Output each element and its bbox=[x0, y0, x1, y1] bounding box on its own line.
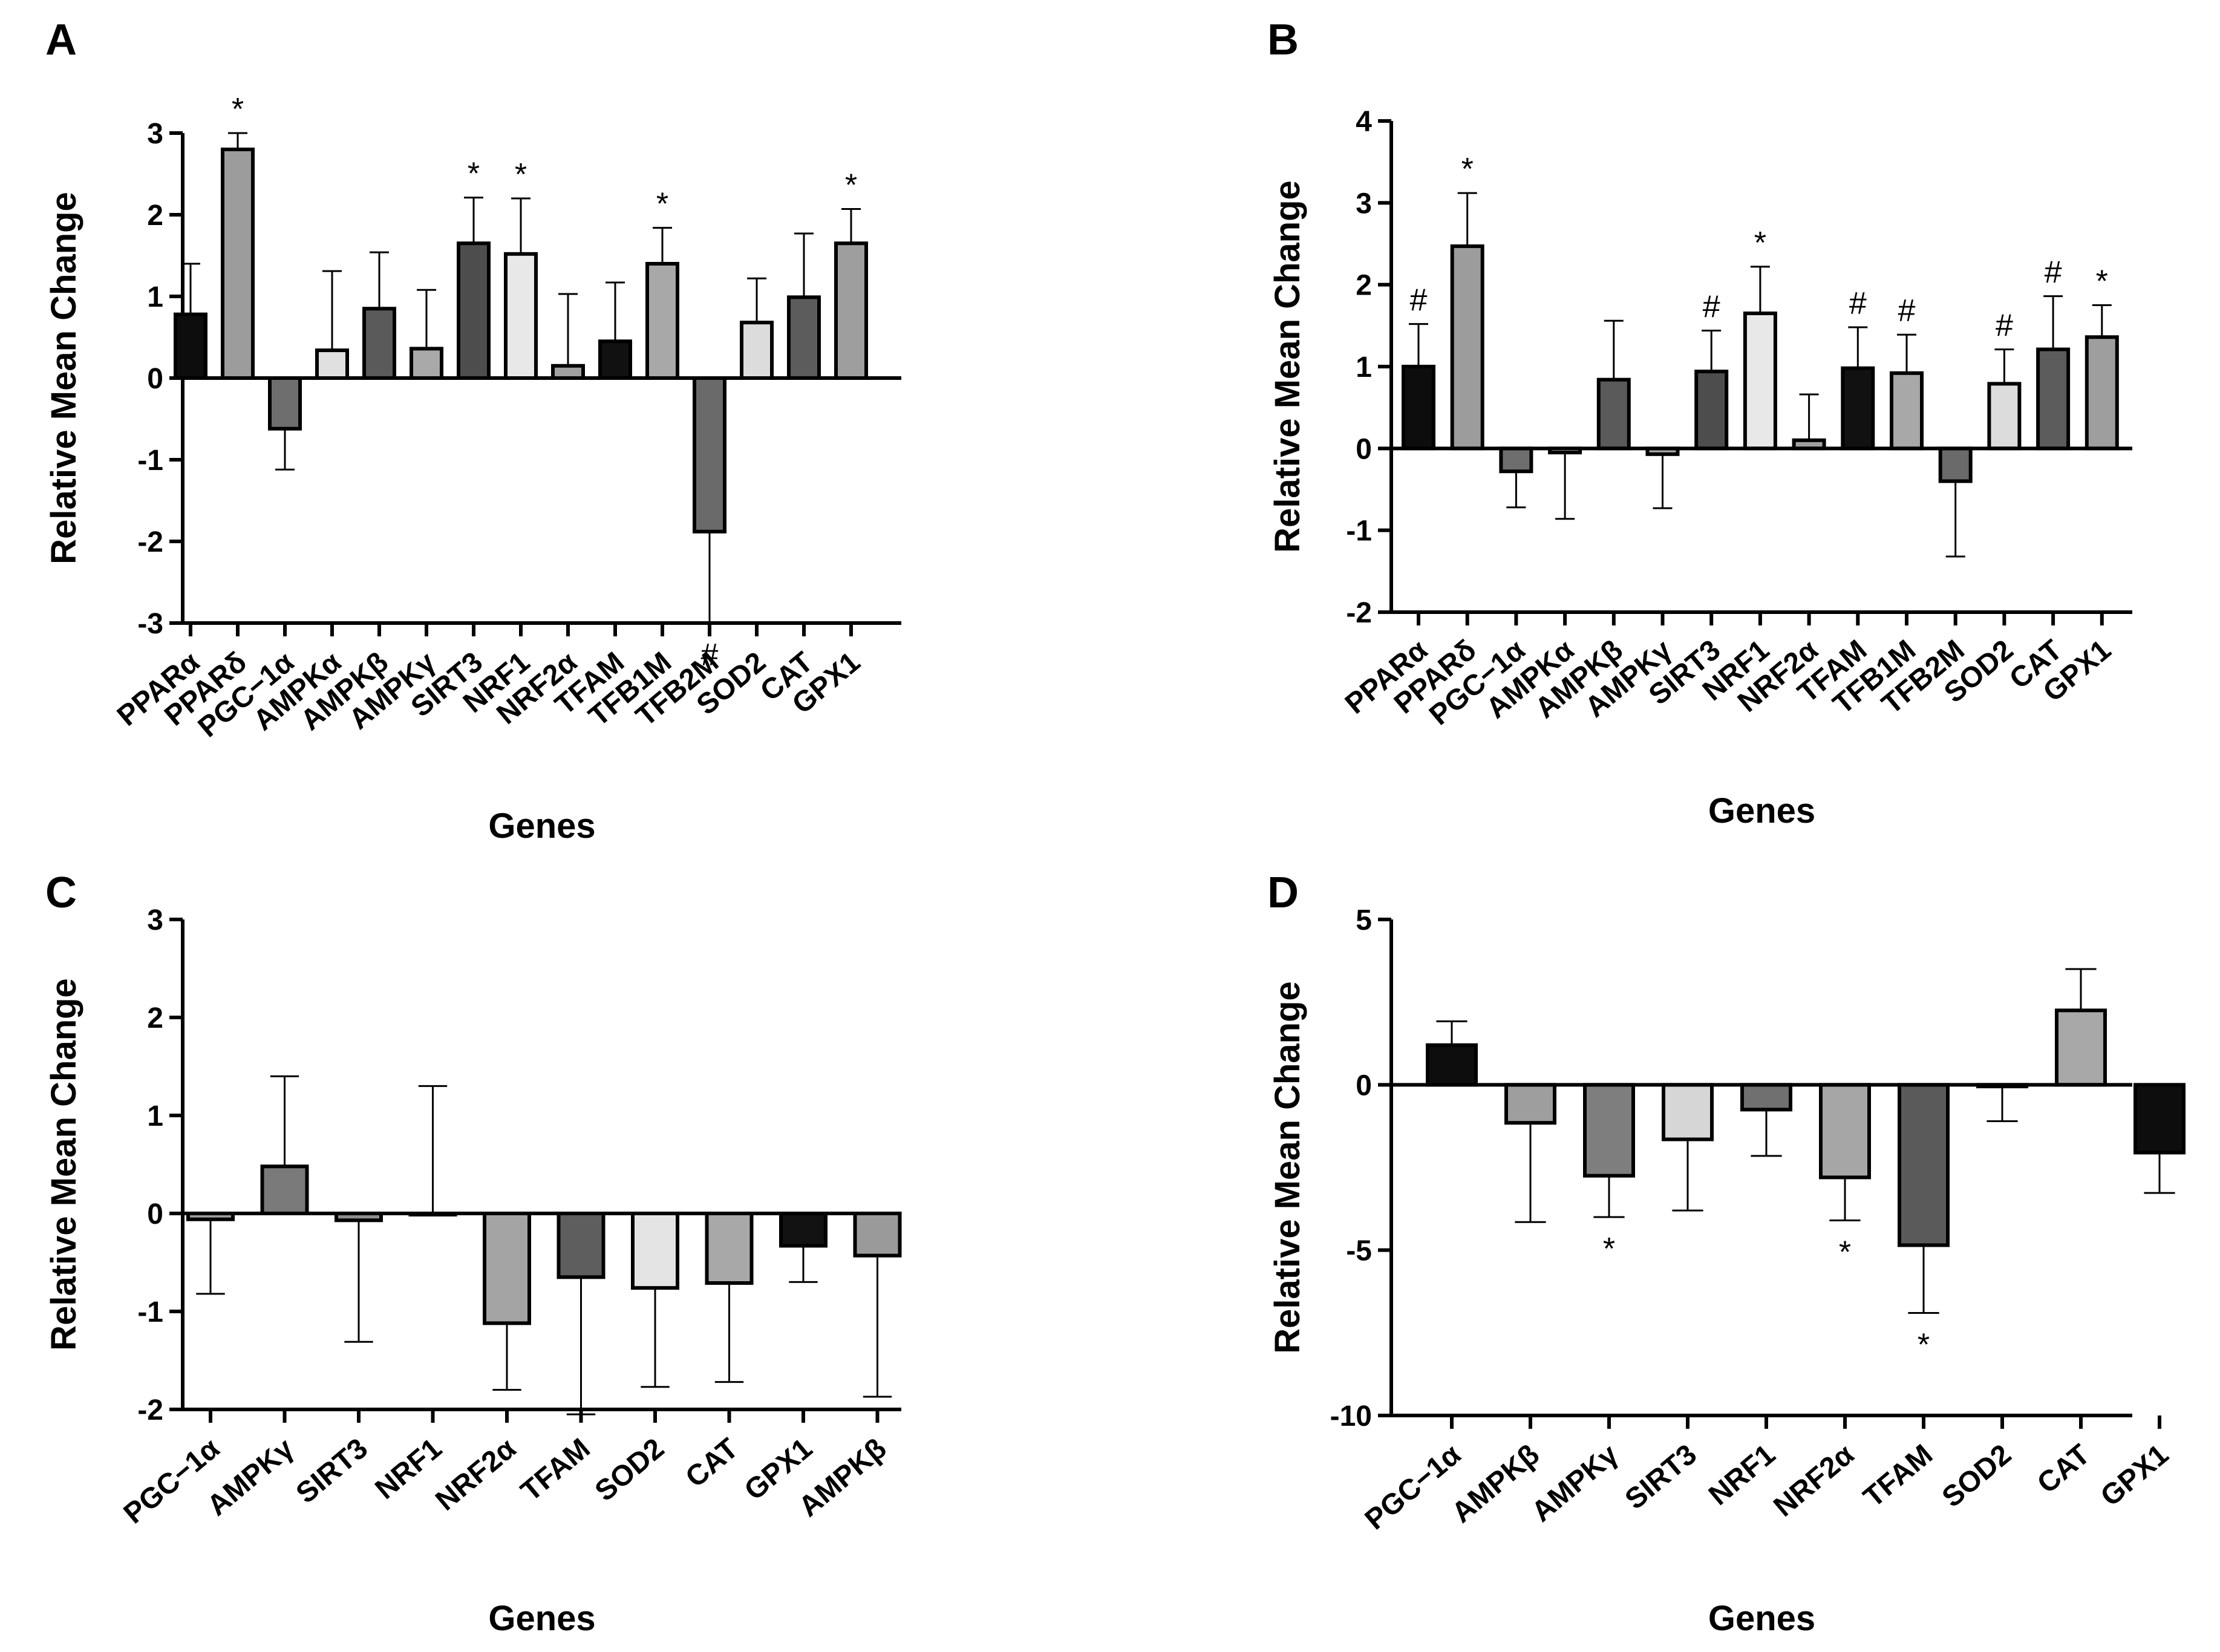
bar bbox=[221, 148, 255, 380]
y-tick-label: 0 bbox=[147, 1198, 163, 1230]
significance-marker: # bbox=[1996, 309, 2013, 344]
bar bbox=[1987, 382, 2022, 451]
bar bbox=[504, 252, 538, 380]
y-tick-label: -2 bbox=[1346, 597, 1372, 629]
y-tick-label: 1 bbox=[147, 1100, 163, 1132]
bar bbox=[1898, 1083, 1950, 1247]
significance-marker: * bbox=[1839, 1235, 1851, 1270]
bar bbox=[1402, 365, 1435, 451]
bar bbox=[1450, 244, 1484, 451]
significance-marker: * bbox=[1918, 1328, 1930, 1363]
bar bbox=[457, 241, 491, 380]
y-tick-label: -1 bbox=[1346, 515, 1372, 547]
significance-marker: # bbox=[2045, 255, 2062, 290]
bar bbox=[1740, 1083, 1792, 1112]
significance-marker: * bbox=[1603, 1232, 1615, 1267]
bar bbox=[315, 348, 349, 380]
bar bbox=[2085, 335, 2119, 451]
y-axis-title: Relative Mean Change bbox=[44, 978, 83, 1351]
bar bbox=[705, 1212, 754, 1285]
y-tick-label: 0 bbox=[1356, 433, 1372, 465]
bar bbox=[2036, 347, 2071, 451]
bar bbox=[362, 307, 396, 380]
y-axis-title: Relative Mean Change bbox=[44, 192, 83, 564]
y-tick-label: 5 bbox=[1356, 904, 1372, 936]
y-tick-label: 1 bbox=[1356, 351, 1372, 384]
bar bbox=[2055, 1008, 2107, 1087]
significance-marker: # bbox=[701, 638, 719, 673]
bar bbox=[1743, 312, 1777, 451]
bar bbox=[1694, 370, 1729, 451]
bar bbox=[410, 347, 443, 380]
bar bbox=[483, 1212, 531, 1325]
bar bbox=[1596, 377, 1631, 451]
bar bbox=[268, 376, 302, 431]
bar bbox=[631, 1212, 679, 1290]
y-tick-label: -3 bbox=[137, 608, 163, 640]
bar bbox=[693, 376, 726, 534]
significance-marker: * bbox=[656, 187, 668, 222]
significance-marker: # bbox=[1703, 289, 1720, 324]
y-tick-label: 2 bbox=[147, 1002, 163, 1034]
significance-marker: # bbox=[1849, 286, 1867, 321]
bar bbox=[1504, 1083, 1556, 1125]
significance-marker: * bbox=[232, 92, 244, 127]
y-tick-label: 0 bbox=[1356, 1069, 1372, 1102]
y-axis-title: Relative Mean Change bbox=[1268, 180, 1307, 553]
y-tick-label: 3 bbox=[147, 118, 163, 150]
y-tick-label: 3 bbox=[147, 904, 163, 936]
y-tick-label: -2 bbox=[137, 1394, 163, 1426]
y-tick-label: -1 bbox=[137, 1296, 163, 1328]
x-axis-title: Genes bbox=[488, 1599, 595, 1638]
y-tick-label: -2 bbox=[137, 526, 163, 558]
bar bbox=[1890, 371, 1924, 451]
bar bbox=[645, 262, 679, 380]
y-tick-label: 3 bbox=[1356, 188, 1372, 220]
y-tick-label: -5 bbox=[1346, 1235, 1372, 1267]
x-axis-title: Genes bbox=[1708, 1599, 1815, 1638]
significance-marker: * bbox=[1754, 226, 1766, 261]
significance-marker: * bbox=[468, 157, 480, 192]
bar bbox=[2133, 1083, 2186, 1155]
significance-marker: * bbox=[515, 157, 527, 192]
bar bbox=[1938, 446, 1973, 483]
panel-b-letter: B bbox=[1267, 16, 1299, 64]
y-tick-label: 2 bbox=[147, 200, 163, 232]
x-axis-title: Genes bbox=[1708, 791, 1815, 831]
y-tick-label: -1 bbox=[137, 445, 163, 477]
bar bbox=[1426, 1043, 1478, 1087]
bar bbox=[174, 312, 207, 380]
panel-a-letter: A bbox=[45, 16, 77, 64]
bar bbox=[834, 241, 868, 380]
significance-marker: * bbox=[2096, 264, 2108, 299]
bar bbox=[260, 1164, 309, 1215]
y-tick-label: 2 bbox=[1356, 270, 1372, 302]
bar bbox=[1662, 1083, 1714, 1141]
bar bbox=[1841, 366, 1875, 451]
y-tick-label: 4 bbox=[1356, 106, 1372, 138]
panel-c-letter: C bbox=[45, 869, 77, 917]
significance-marker: * bbox=[1461, 152, 1474, 187]
significance-marker: # bbox=[1410, 283, 1428, 318]
bar bbox=[853, 1212, 902, 1258]
bar bbox=[787, 295, 821, 380]
bar bbox=[1819, 1083, 1871, 1180]
y-tick-label: 0 bbox=[147, 363, 163, 395]
significance-marker: * bbox=[845, 168, 857, 203]
y-tick-label: -10 bbox=[1330, 1400, 1372, 1432]
bar bbox=[551, 364, 585, 380]
bar bbox=[557, 1212, 606, 1279]
bar bbox=[740, 321, 774, 380]
panel-d-letter: D bbox=[1267, 869, 1299, 917]
bar bbox=[779, 1212, 828, 1248]
bar bbox=[1499, 446, 1533, 474]
x-axis-title: Genes bbox=[488, 806, 595, 846]
y-tick-label: 1 bbox=[147, 281, 163, 313]
significance-marker: # bbox=[1898, 293, 1916, 328]
y-axis-title: Relative Mean Change bbox=[1268, 981, 1307, 1354]
bar bbox=[598, 339, 632, 380]
bar bbox=[1583, 1083, 1635, 1178]
